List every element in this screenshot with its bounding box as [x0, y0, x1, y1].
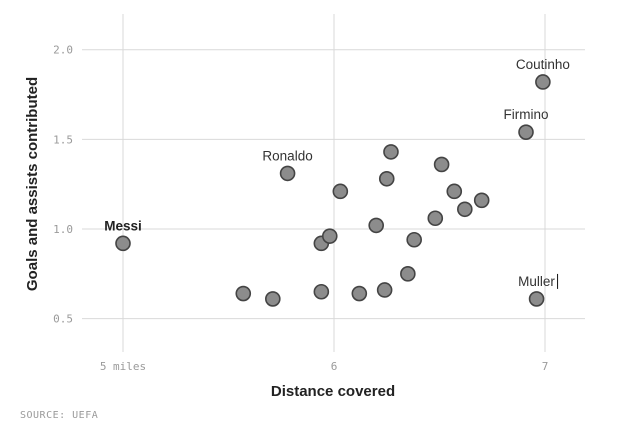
data-point — [313, 283, 330, 300]
data-point — [406, 231, 422, 248]
y-tick-label: 1.0 — [53, 223, 73, 236]
data-point — [378, 170, 395, 187]
x-axis-label: Distance covered — [271, 383, 395, 400]
data-point — [265, 291, 281, 307]
data-point — [351, 285, 368, 302]
data-point — [457, 201, 473, 218]
data-point — [528, 291, 545, 307]
data-point — [279, 165, 296, 182]
data-point — [535, 74, 551, 90]
data-point — [235, 285, 252, 302]
x-gridlines — [122, 14, 546, 352]
data-point — [383, 144, 399, 160]
point-label-coutinho: Coutinho — [516, 57, 570, 72]
data-point — [518, 124, 534, 140]
y-tick-labels: 0.5 1.0 1.5 2.0 — [53, 44, 73, 326]
x-tick-label: 6 — [331, 360, 338, 373]
source-note: SOURCE: UEFA — [20, 410, 98, 421]
y-tick-label: 1.5 — [53, 133, 73, 146]
x-tick-labels: 5 miles 6 7 — [100, 360, 548, 373]
data-points — [115, 74, 551, 307]
y-tick-label: 2.0 — [53, 44, 73, 57]
data-point — [433, 156, 450, 173]
y-axis-label: Goals and assists contributed — [24, 77, 41, 291]
data-point — [376, 282, 393, 298]
x-tick-label: 7 — [542, 360, 549, 373]
point-label-messi: Messi — [104, 218, 142, 233]
x-tick-label: 5 miles — [100, 360, 146, 373]
data-point — [446, 183, 463, 200]
point-label-muller: Muller — [518, 274, 555, 289]
point-label-firmino: Firmino — [504, 107, 549, 122]
point-label-ronaldo: Ronaldo — [262, 148, 312, 163]
data-point — [115, 235, 131, 252]
data-point — [321, 228, 338, 244]
data-point — [368, 217, 385, 234]
data-point — [473, 192, 490, 209]
data-point — [427, 210, 444, 227]
y-tick-label: 0.5 — [53, 313, 73, 326]
point-labels: Messi Ronaldo Coutinho Firmino Muller — [104, 57, 570, 289]
data-point — [400, 266, 416, 282]
data-point — [332, 183, 349, 200]
